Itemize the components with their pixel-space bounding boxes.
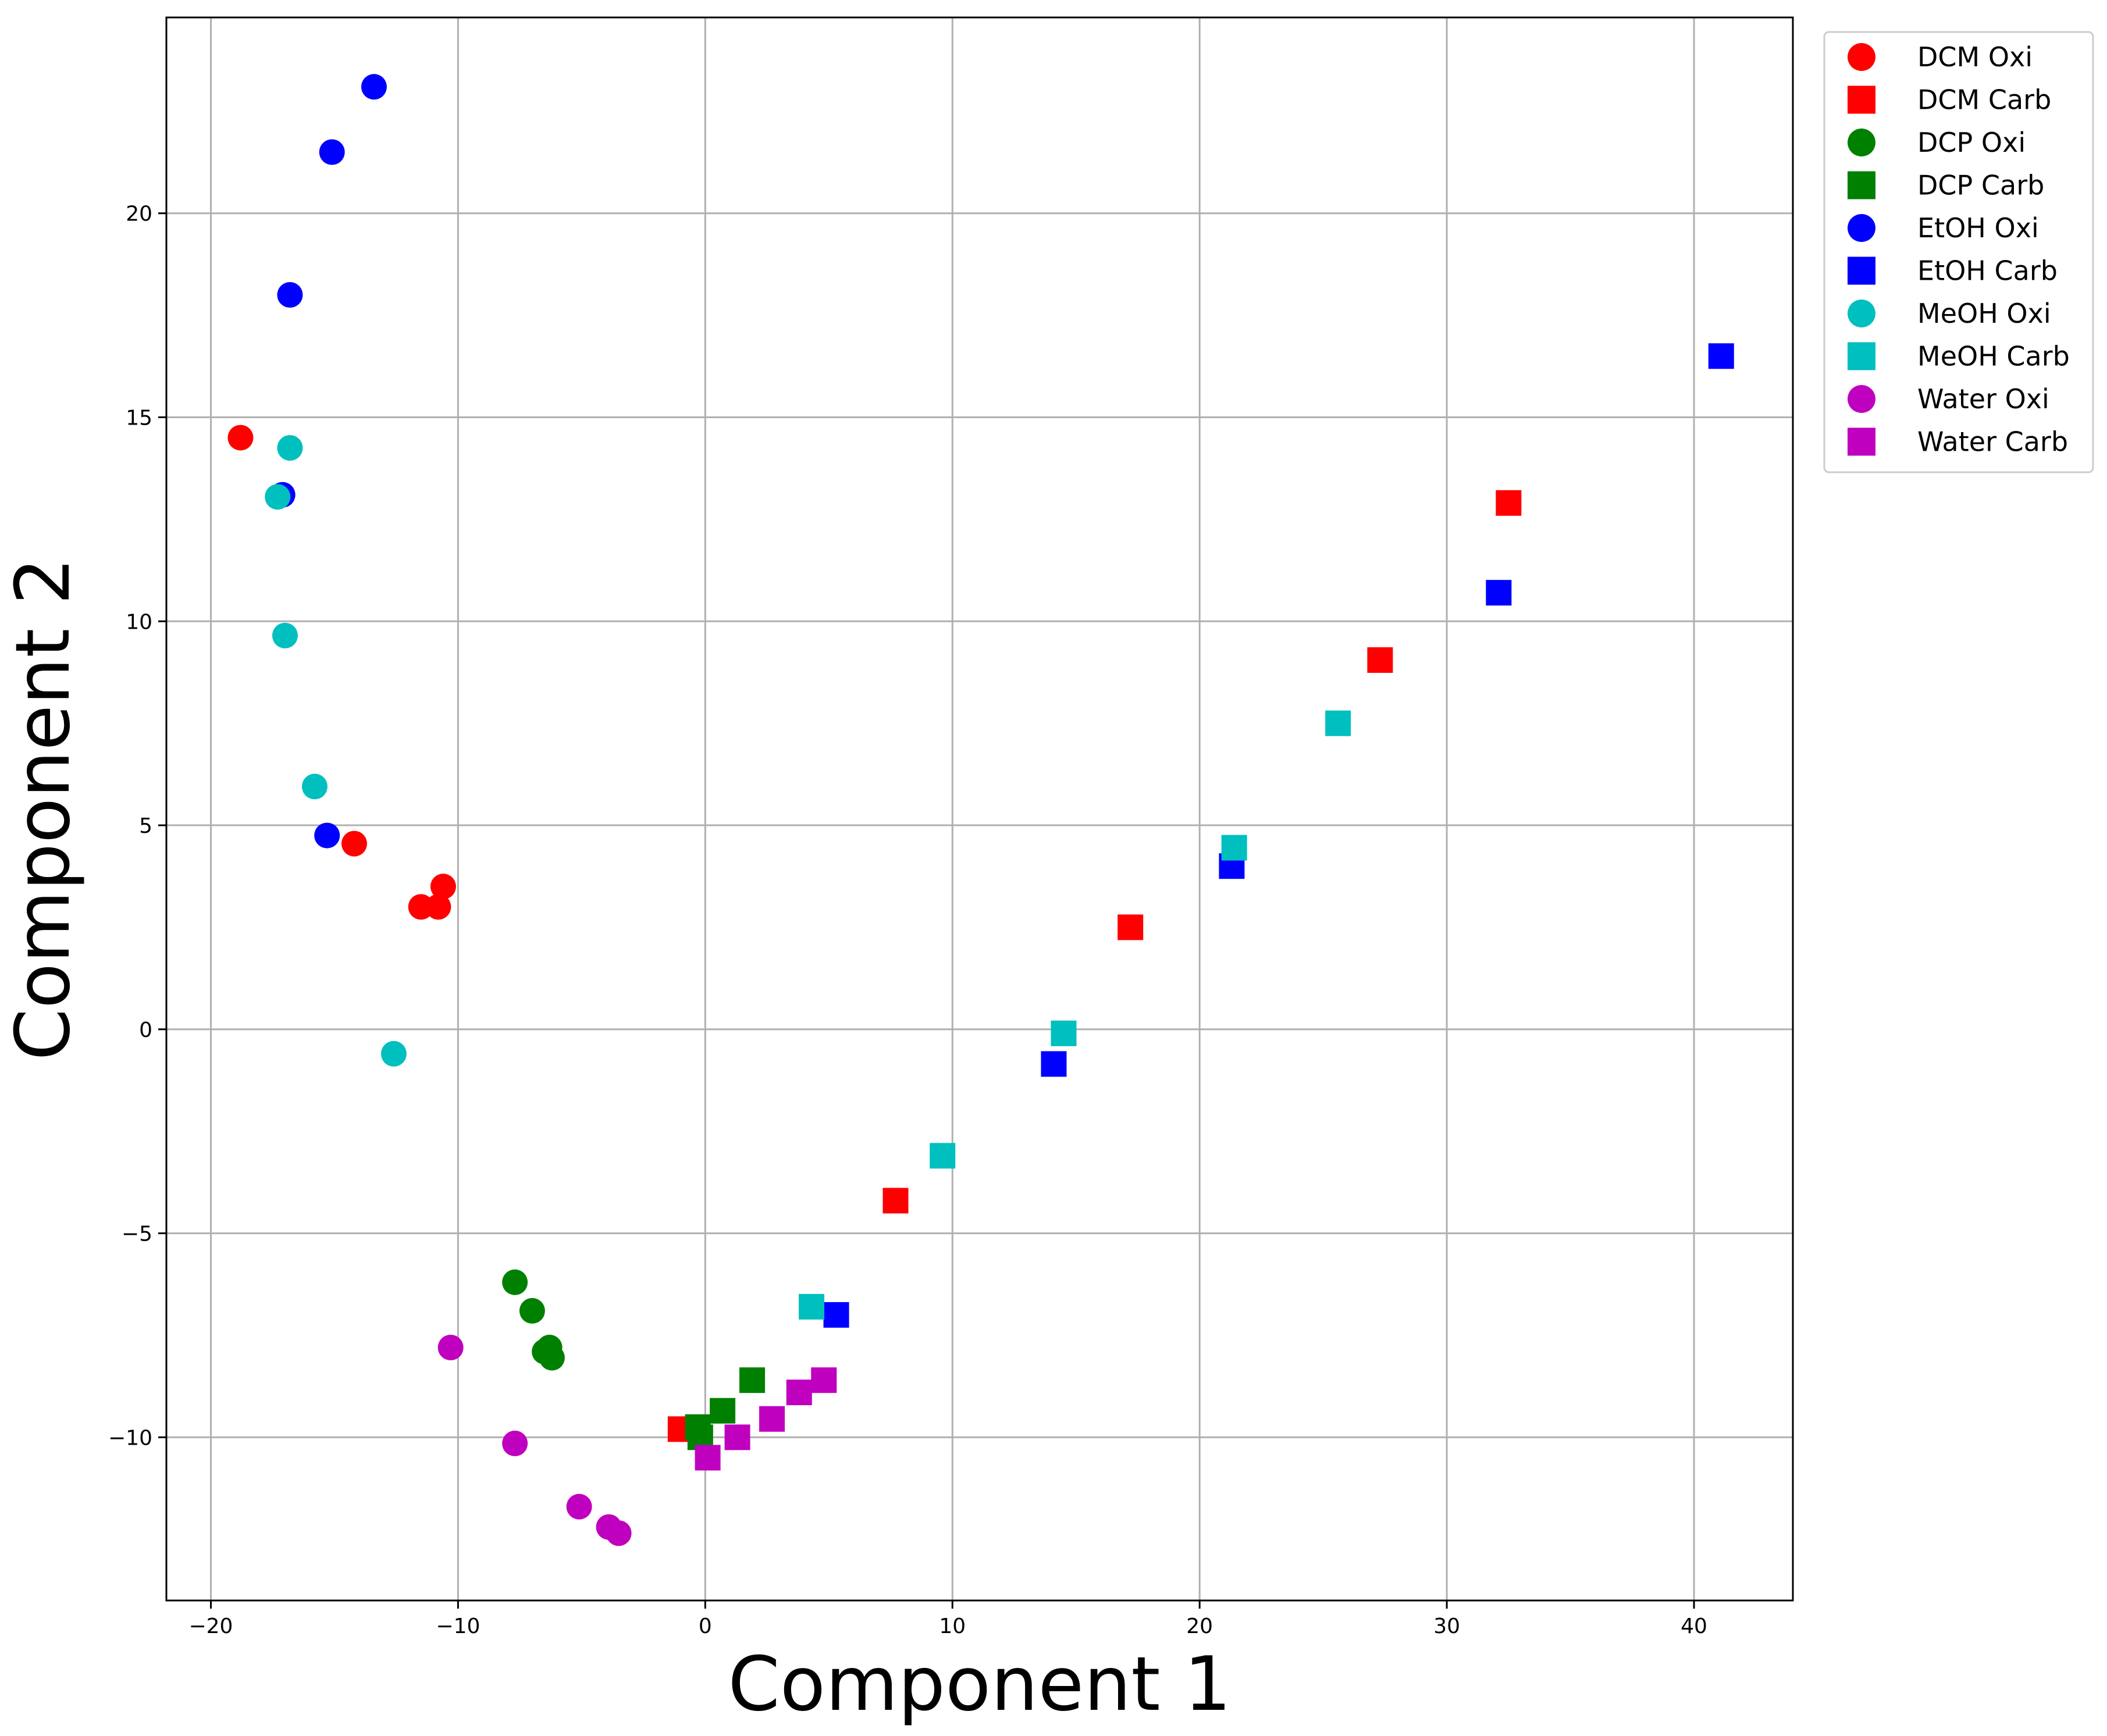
legend-label-meoh-carb: MeOH Carb	[1917, 341, 2070, 372]
point-water-carb	[786, 1379, 812, 1406]
point-dcm-carb	[1496, 490, 1522, 516]
point-dcp-carb	[739, 1367, 766, 1393]
point-dcm-oxi	[408, 894, 434, 920]
legend-marker-dcp-oxi	[1848, 129, 1875, 156]
x-tick-label: −10	[436, 1614, 480, 1638]
point-water-carb	[759, 1406, 785, 1432]
y-tick-label: 10	[126, 610, 152, 634]
legend-label-dcp-oxi: DCP Oxi	[1917, 127, 2026, 158]
point-water-oxi	[437, 1335, 464, 1361]
point-etoh-carb	[1708, 343, 1734, 369]
legend-label-meoh-oxi: MeOH Oxi	[1917, 298, 2051, 329]
point-water-oxi	[502, 1430, 528, 1456]
point-meoh-oxi	[277, 435, 303, 461]
legend-label-etoh-carb: EtOH Carb	[1917, 255, 2058, 287]
point-meoh-carb	[1325, 710, 1351, 736]
y-tick-label: −10	[108, 1426, 152, 1450]
x-axis-title: Component 1	[728, 1641, 1231, 1728]
y-tick-label: 0	[139, 1018, 152, 1042]
point-etoh-oxi	[277, 282, 303, 308]
point-dcm-carb	[882, 1188, 909, 1214]
legend-label-dcm-oxi: DCM Oxi	[1917, 41, 2033, 73]
point-dcm-carb	[1117, 914, 1144, 940]
point-etoh-oxi	[319, 139, 345, 165]
point-meoh-carb	[1221, 835, 1247, 861]
x-tick-label: 0	[699, 1614, 712, 1638]
axis-ticks: −20 −10 0 10 20 30 40 −10 −5 0 5 10 15 20	[108, 202, 1707, 1638]
point-water-carb	[724, 1424, 750, 1450]
point-dcp-oxi	[519, 1297, 545, 1324]
point-water-carb	[811, 1367, 837, 1393]
point-water-oxi	[606, 1520, 632, 1546]
y-tick-label: 5	[139, 814, 152, 838]
point-meoh-carb	[799, 1293, 825, 1320]
x-tick-label: 10	[939, 1614, 966, 1638]
point-meoh-oxi	[265, 484, 291, 510]
x-tick-label: 20	[1186, 1614, 1213, 1638]
x-tick-label: 30	[1433, 1614, 1460, 1638]
point-dcp-carb	[710, 1398, 736, 1424]
point-meoh-carb	[930, 1143, 956, 1169]
point-dcp-oxi	[539, 1345, 565, 1371]
point-dcm-carb	[1367, 647, 1393, 673]
series-etoh-carb	[823, 343, 1734, 1328]
series-etoh-oxi	[269, 74, 387, 849]
point-meoh-carb	[1051, 1020, 1077, 1046]
y-tick-label: 20	[126, 202, 152, 226]
x-tick-label: 40	[1681, 1614, 1707, 1638]
point-etoh-carb	[1041, 1051, 1067, 1077]
legend-label-water-oxi: Water Oxi	[1917, 383, 2049, 415]
legend-box	[1823, 31, 2094, 473]
data-points	[227, 74, 1734, 1546]
point-water-oxi	[566, 1493, 592, 1520]
point-meoh-oxi	[301, 773, 328, 800]
legend-marker-dcm-oxi	[1848, 43, 1875, 71]
legend-label-etoh-oxi: EtOH Oxi	[1917, 212, 2039, 244]
legend-marker-meoh-oxi	[1848, 300, 1875, 327]
legend-label-water-carb: Water Carb	[1917, 426, 2068, 458]
x-tick-label: −20	[188, 1614, 233, 1638]
legend-marker-etoh-oxi	[1848, 214, 1875, 242]
legend-marker-dcp-carb	[1848, 171, 1875, 199]
legend-marker-water-oxi	[1848, 385, 1875, 413]
series-dcp-oxi	[502, 1269, 565, 1371]
y-tick-label: 15	[126, 407, 152, 430]
series-dcm-oxi	[227, 425, 456, 920]
legend-marker-etoh-carb	[1848, 256, 1875, 285]
plot-area-frame	[165, 16, 1794, 1602]
y-axis-title: Component 2	[0, 557, 87, 1060]
legend: DCM Oxi DCM Carb DCP Oxi DCP Carb EtOH Oxi Et…	[1823, 31, 2094, 473]
point-water-carb	[695, 1445, 721, 1471]
point-dcm-oxi	[341, 830, 367, 857]
legend-label-dcm-carb: DCM Carb	[1917, 84, 2051, 116]
point-etoh-oxi	[314, 822, 340, 849]
legend-marker-water-carb	[1848, 427, 1875, 456]
series-dcm-carb	[667, 490, 1522, 1442]
series-water-oxi	[437, 1335, 632, 1546]
legend-marker-meoh-carb	[1848, 342, 1875, 370]
point-meoh-oxi	[272, 622, 298, 648]
point-meoh-oxi	[380, 1040, 407, 1067]
legend-label-dcp-carb: DCP Carb	[1917, 170, 2044, 201]
point-etoh-oxi	[361, 74, 387, 100]
point-etoh-carb	[823, 1302, 849, 1328]
y-tick-label: −5	[122, 1222, 152, 1246]
point-dcm-oxi	[227, 425, 254, 451]
series-meoh-oxi	[265, 435, 407, 1067]
point-dcm-oxi	[430, 874, 456, 900]
legend-marker-dcm-carb	[1848, 85, 1875, 114]
series-meoh-carb	[799, 710, 1351, 1320]
series-water-carb	[695, 1367, 837, 1471]
grid-lines	[166, 17, 1793, 1600]
point-dcp-oxi	[502, 1269, 528, 1295]
point-etoh-carb	[1486, 580, 1512, 606]
